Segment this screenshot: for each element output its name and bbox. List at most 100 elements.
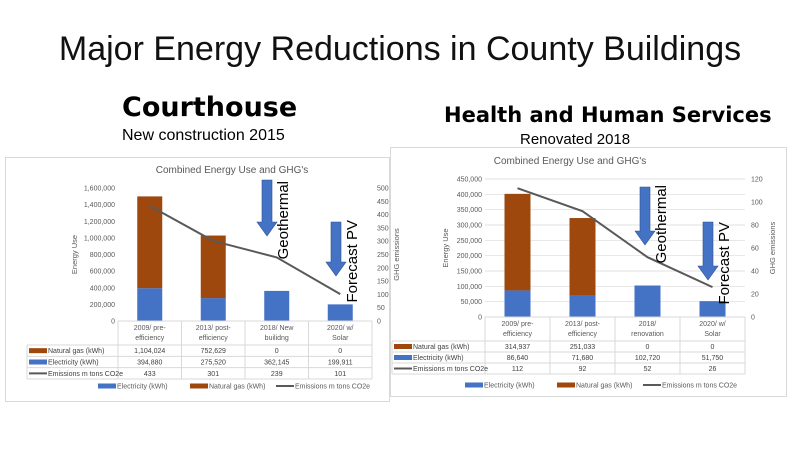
table-cell: 752,629: [201, 348, 226, 355]
category-label: 2009/ pre-: [502, 321, 535, 328]
chart-1: Combined Energy Use and GHG's 0 50,000 100,…: [391, 156, 777, 390]
chart-title: Combined Energy Use and GHG's: [494, 156, 647, 167]
table-cell: 51,750: [702, 355, 724, 362]
category-label: 2013/ post-: [196, 325, 232, 332]
y-axis-label: Energy Use: [441, 228, 450, 267]
y2-tick-label: 40: [751, 269, 759, 276]
legend-key: [557, 382, 575, 388]
y2-tick-label: 60: [751, 246, 759, 253]
table-cell: 0: [275, 348, 279, 355]
table-cell: 1,104,024: [134, 348, 165, 355]
y-tick-label: 1,600,000: [84, 186, 115, 193]
legend-key: [394, 355, 412, 360]
category-label: 2018/ New: [260, 325, 294, 332]
table-cell: 0: [646, 344, 650, 351]
arrow-down-icon: [325, 221, 347, 277]
y-tick-label: 250,000: [457, 238, 482, 245]
y2-axis-label: GHG emissions: [392, 228, 401, 281]
category-label: renovation: [631, 331, 664, 338]
table-row-label: Electricity (kWh): [48, 360, 99, 367]
legend-key: [29, 359, 47, 365]
annotation-label: Geothermal: [653, 185, 670, 263]
bar-electricity: [200, 298, 226, 321]
table-row-label: Emissions m tons CO2e: [413, 366, 488, 373]
y-tick-label: 450,000: [457, 177, 482, 184]
legend-key: [465, 382, 483, 388]
y2-tick-label: 150: [377, 279, 389, 286]
table-cell: 433: [144, 371, 156, 378]
courthouse-heading: Courthouse: [122, 92, 298, 123]
bar-electricity: [569, 295, 596, 317]
y-tick-label: 350,000: [457, 207, 482, 214]
table-cell: 86,640: [507, 355, 529, 362]
legend-key: [98, 383, 116, 389]
bar-natural-gas: [504, 193, 531, 291]
bar-electricity: [137, 288, 163, 321]
table-cell: 0: [711, 344, 715, 351]
table-row-label: Natural gas (kWh): [413, 344, 469, 351]
courthouse-subheading: New construction 2015: [122, 127, 285, 144]
annotation-label: Forecast PV: [716, 222, 733, 305]
hhs-subheading: Renovated 2018: [520, 131, 631, 148]
y2-tick-label: 100: [751, 200, 763, 207]
table-cell: 314,937: [505, 344, 530, 351]
y-tick-label: 300,000: [457, 223, 482, 230]
y-tick-label: 1,200,000: [84, 219, 115, 226]
chart-title: Combined Energy Use and GHG's: [156, 165, 309, 176]
y2-tick-label: 50: [377, 305, 385, 312]
table-cell: 92: [579, 366, 587, 373]
y2-tick-label: 300: [377, 239, 389, 246]
y-tick-label: 100,000: [457, 284, 482, 291]
bar-electricity: [699, 301, 726, 317]
table-cell: 71,680: [572, 355, 594, 362]
category-label: 2018/: [639, 321, 657, 328]
table-cell: 362,145: [264, 360, 289, 367]
y-tick-label: 0: [111, 319, 115, 326]
arrow-down-icon: [634, 186, 656, 246]
bar-electricity: [264, 290, 290, 321]
y-tick-label: 200,000: [457, 253, 482, 260]
category-label: 2009/ pre-: [134, 325, 167, 332]
y-tick-label: 150,000: [457, 269, 482, 276]
arrow-down-icon: [256, 179, 278, 237]
category-label: 2013/ post-: [565, 321, 601, 328]
y-tick-label: 400,000: [457, 192, 482, 199]
table-row-label: Emissions m tons CO2e: [48, 371, 123, 378]
table-cell: 301: [207, 371, 219, 378]
category-label: efficiency: [568, 331, 598, 338]
legend-entry: Electricity (kWh): [484, 383, 535, 390]
y-tick-label: 600,000: [90, 269, 115, 276]
y2-axis-label: GHG emissions: [768, 221, 777, 274]
y2-tick-label: 450: [377, 199, 389, 206]
table-cell: 394,880: [137, 360, 162, 367]
y-tick-label: 50,000: [461, 299, 483, 306]
annotation-label: Forecast PV: [344, 220, 361, 303]
category-label: efficiency: [503, 331, 533, 338]
table-cell: 0: [338, 348, 342, 355]
arrow-down-icon: [697, 221, 719, 281]
bar-natural-gas: [569, 218, 596, 296]
y-tick-label: 400,000: [90, 285, 115, 292]
legend-key: [190, 383, 208, 389]
y2-tick-label: 350: [377, 225, 389, 232]
y2-tick-label: 200: [377, 265, 389, 272]
legend-entry: Emissions m tons CO2e: [662, 383, 737, 390]
table-cell: 275,520: [201, 360, 226, 367]
y2-tick-label: 400: [377, 212, 389, 219]
line-emissions: [149, 204, 341, 295]
y2-tick-label: 250: [377, 252, 389, 259]
y-tick-label: 200,000: [90, 302, 115, 309]
y2-tick-label: 80: [751, 223, 759, 230]
slide-title: Major Energy Reductions in County Buildi…: [58, 30, 742, 68]
table-cell: 101: [334, 371, 346, 378]
table-cell: 199,911: [328, 360, 353, 367]
bar-natural-gas: [200, 235, 226, 299]
y2-tick-label: 100: [377, 292, 389, 299]
table-cell: 102,720: [635, 355, 660, 362]
chart-0: Combined Energy Use and GHG's 0 200,000 400…: [26, 165, 401, 391]
table-cell: 52: [644, 366, 652, 373]
table-row-label: Natural gas (kWh): [48, 348, 104, 355]
bar-electricity: [504, 290, 531, 317]
legend-entry: Natural gas (kWh): [576, 383, 632, 390]
